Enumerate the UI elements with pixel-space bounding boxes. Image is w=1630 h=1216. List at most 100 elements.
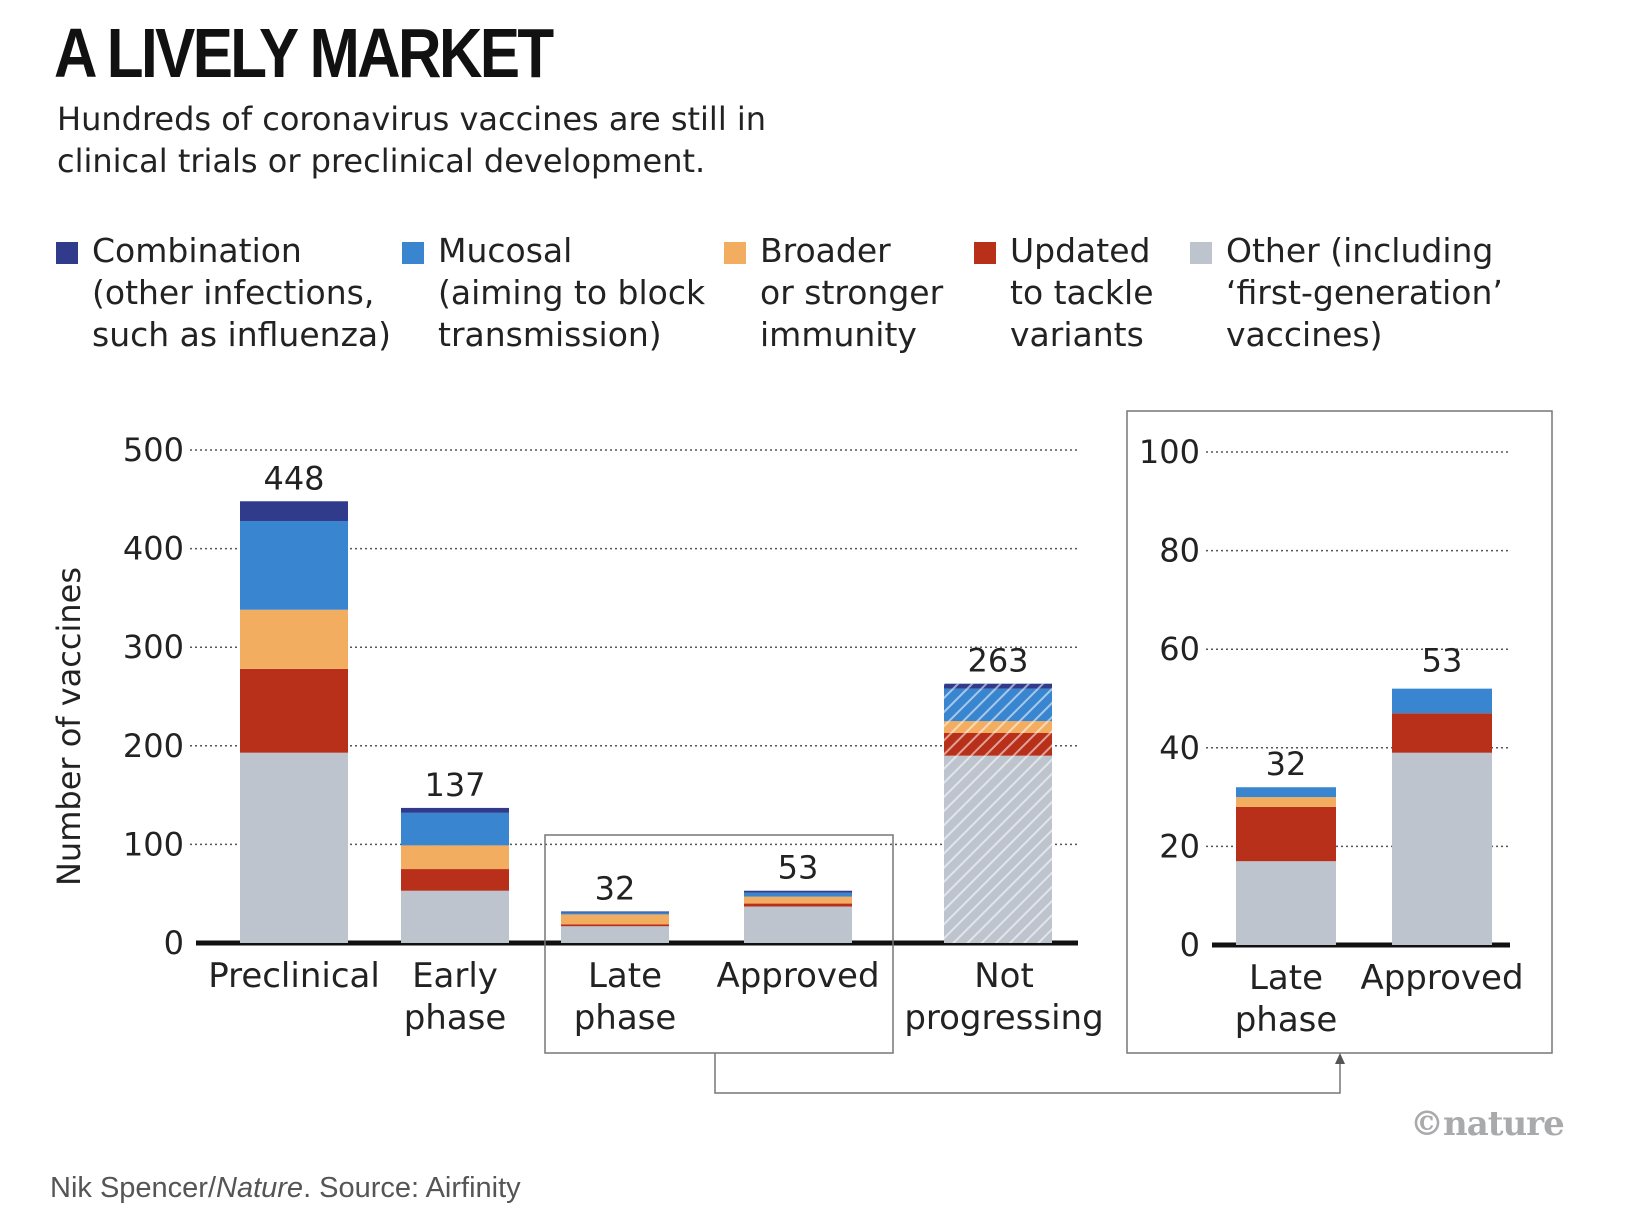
bar-segment-early-phase-other	[401, 890, 509, 943]
x-category-label-approved: Approved	[1360, 958, 1523, 998]
bar-segment-approved-mucosal	[744, 892, 852, 897]
bar-segment-approved-updated-to-tackle-variants	[744, 903, 852, 907]
x-category-label-line: Approved	[1360, 958, 1523, 998]
bar-total-label-not-progressing: 263	[967, 642, 1028, 680]
y-tick-label: 300	[123, 628, 184, 666]
x-category-label-line: Late	[588, 956, 662, 996]
bar-segment-early-phase-combination	[401, 807, 509, 813]
legend-swatch-other	[1190, 242, 1212, 264]
bar-segment-approved-other	[1392, 752, 1492, 945]
bar-segment-early-phase-updated-to-tackle-variants	[401, 869, 509, 891]
legend-swatch-updated	[974, 242, 996, 264]
x-category-label-line: phase	[1235, 1000, 1338, 1040]
highlight-box-late-approved	[544, 834, 894, 1054]
legend-item-broader: Broader or stronger immunity	[724, 230, 944, 356]
bar-segment-approved-combination	[744, 890, 852, 893]
bar-segment-preclinical-combination	[240, 501, 348, 521]
legend-item-combination: Combination (other infections, such as i…	[56, 230, 391, 356]
legend-item-mucosal: Mucosal (aiming to block transmission)	[402, 230, 706, 356]
x-category-label-line: phase	[574, 998, 677, 1038]
hatch-overlay-not-progressing	[944, 688, 1052, 722]
connector-line	[714, 1053, 1341, 1094]
y-tick-label: 0	[164, 924, 184, 962]
x-category-label-preclinical: Preclinical	[208, 956, 380, 996]
x-category-label-line: Approved	[716, 956, 879, 996]
x-category-label-line: Not	[974, 956, 1034, 996]
x-category-label-early-phase: Early phase	[404, 956, 507, 1038]
bar-segment-approved-mucosal	[1392, 688, 1492, 714]
bar-segment-late-phase-combination	[561, 911, 669, 913]
legend-label-mucosal: Mucosal (aiming to block transmission)	[438, 231, 706, 354]
bar-total-label-late-phase: 32	[595, 869, 636, 907]
legend-label-combination: Combination (other infections, such as i…	[92, 231, 391, 354]
inset-frame	[1126, 410, 1553, 1054]
hatch-overlay-not-progressing	[944, 755, 1052, 943]
y-tick-label: 100	[123, 825, 184, 863]
bar-segment-late-phase-broader-or-stronger-immunity	[1236, 797, 1336, 807]
legend-item-updated: Updated to tackle variants	[974, 230, 1154, 356]
inset-chart: 0 20 40 60 80 100 32 Late phase 53 Approved	[1139, 433, 1524, 1040]
hatch-overlay-not-progressing	[944, 732, 1052, 756]
y-tick-label: 200	[123, 727, 184, 765]
bar-segment-late-phase-mucosal	[561, 912, 669, 915]
y-tick-label: 400	[123, 530, 184, 568]
y-tick-label: 40	[1159, 729, 1200, 767]
bar-total-label-early-phase: 137	[424, 766, 485, 804]
bar-segment-preclinical-updated-to-tackle-variants	[240, 668, 348, 753]
bar-total-label-preclinical: 448	[263, 459, 324, 497]
x-category-label-approved: Approved	[716, 956, 879, 996]
connector-arrowhead	[1335, 1053, 1345, 1064]
bar-segment-approved-other	[744, 906, 852, 943]
chart-title: A LIVELY MARKET	[54, 14, 554, 92]
x-category-label-line: phase	[404, 998, 507, 1038]
y-tick-label: 500	[123, 431, 184, 469]
x-category-label-late-phase: Late phase	[1235, 958, 1338, 1040]
y-tick-label: 80	[1159, 532, 1200, 570]
x-category-label-not-progressing: Not progressing	[904, 956, 1103, 1038]
x-category-label-line: progressing	[904, 998, 1103, 1038]
credit-publication: Nature	[216, 1172, 304, 1204]
hatch-overlay-not-progressing	[944, 721, 1052, 733]
legend-swatch-broader	[724, 242, 746, 264]
y-tick-label: 60	[1159, 630, 1200, 668]
bar-segment-late-phase-other	[1236, 861, 1336, 945]
legend-item-other: Other (including ‘first-generation’ vacc…	[1190, 230, 1503, 356]
y-axis-label: Number of vaccines	[50, 567, 88, 886]
y-tick-label: 100	[1139, 433, 1200, 471]
y-tick-label: 0	[1180, 926, 1200, 964]
bar-segment-approved-updated-to-tackle-variants	[1392, 713, 1492, 753]
nature-logo: ©nature	[1410, 1104, 1565, 1144]
bar-total-label-approved: 53	[1422, 642, 1463, 680]
x-category-label-line: Preclinical	[208, 956, 380, 996]
bar-segment-approved-broader-or-stronger-immunity	[744, 896, 852, 904]
legend-label-other: Other (including ‘first-generation’ vacc…	[1226, 231, 1503, 354]
bar-segment-late-phase-updated-to-tackle-variants	[1236, 806, 1336, 862]
x-category-label-line: Late	[1249, 958, 1323, 998]
bar-segment-late-phase-other	[561, 926, 669, 943]
legend-label-updated: Updated to tackle variants	[1010, 231, 1154, 354]
legend-swatch-combination	[56, 242, 78, 264]
bar-segment-late-phase-updated-to-tackle-variants	[561, 924, 669, 927]
legend-swatch-mucosal	[402, 242, 424, 264]
credit-line: Nik Spencer/Nature. Source: Airfinity	[50, 1172, 521, 1205]
bar-segment-late-phase-mucosal	[1236, 787, 1336, 798]
y-tick-label: 20	[1159, 827, 1200, 865]
bar-total-label-late-phase: 32	[1266, 745, 1307, 783]
legend-label-broader: Broader or stronger immunity	[760, 231, 944, 354]
bar-segment-preclinical-broader-or-stronger-immunity	[240, 609, 348, 669]
bar-segment-preclinical-mucosal	[240, 520, 348, 610]
credit-source: . Source: Airfinity	[303, 1172, 521, 1204]
x-category-label-line: Early	[412, 956, 498, 996]
hatch-overlay-not-progressing	[944, 683, 1052, 689]
bar-total-label-approved: 53	[778, 849, 819, 887]
bar-segment-early-phase-mucosal	[401, 812, 509, 846]
bar-segment-early-phase-broader-or-stronger-immunity	[401, 845, 509, 870]
bar-segment-late-phase-broader-or-stronger-immunity	[561, 914, 669, 925]
chart-subtitle: Hundreds of coronavirus vaccines are sti…	[57, 100, 767, 180]
x-category-label-late-phase: Late phase	[574, 956, 677, 1038]
bar-segment-preclinical-other	[240, 752, 348, 943]
credit-author: Nik Spencer/	[50, 1172, 217, 1204]
chart-annotations	[544, 410, 1553, 1094]
